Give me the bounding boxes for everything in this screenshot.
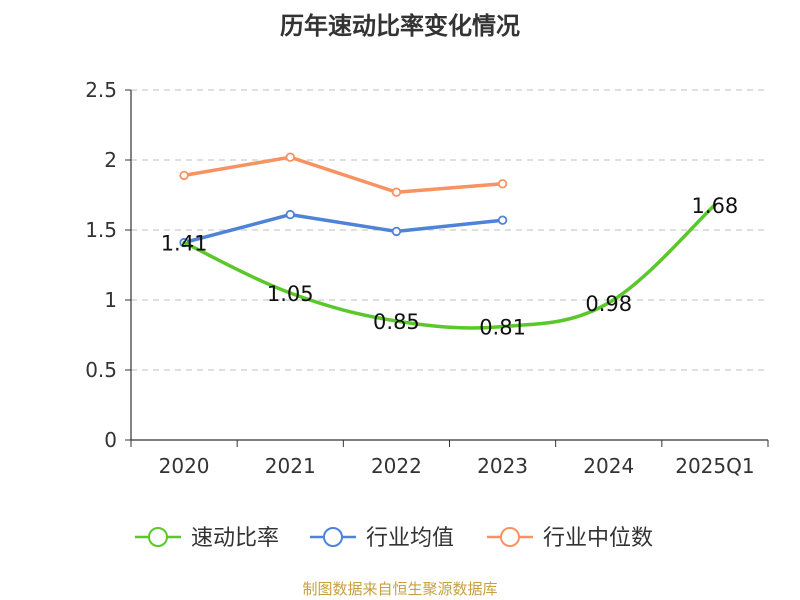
x-tick-label: 2022 [371, 454, 422, 478]
data-label: 1.05 [267, 282, 314, 306]
data-label: 0.81 [479, 316, 526, 340]
data-point [179, 170, 189, 181]
y-tick-label: 2 [104, 148, 117, 172]
series-line-1 [182, 212, 505, 245]
legend-label: 速动比率 [191, 526, 279, 551]
legend-item-0[interactable]: 速动比率 [135, 526, 279, 551]
data-label: 0.98 [585, 292, 632, 316]
series-line-0 [182, 203, 717, 330]
data-label: 1.68 [692, 194, 739, 218]
x-tick-label: 2025Q1 [675, 454, 754, 478]
data-point [391, 187, 402, 197]
legend-marker [148, 527, 168, 547]
y-tick-label: 2.5 [85, 78, 117, 102]
x-tick-label: 2024 [583, 454, 634, 478]
data-point [497, 179, 508, 189]
legend-item-1[interactable]: 行业均值 [310, 526, 454, 551]
y-tick-label: 0 [104, 428, 117, 452]
grid-lines [131, 89, 768, 371]
legend-item-2[interactable]: 行业中位数 [487, 526, 653, 551]
y-tick-label: 1.5 [85, 218, 117, 242]
legend-label: 行业中位数 [543, 526, 653, 551]
data-label: 0.85 [373, 310, 420, 334]
data-labels: 1.41 1.05 0.85 0.81 0.98 1.68 [161, 194, 739, 340]
axes: 0 0.5 1 1.5 2 2.5 2020 2021 2022 2023 2024 2025Q1 [85, 78, 769, 478]
series-lines [179, 152, 717, 330]
data-point [497, 215, 508, 225]
chart-title: 历年速动比率变化情况 [280, 12, 520, 40]
legend[interactable]: 速动比率 行业均值 行业中位数 [135, 526, 653, 551]
x-tick-label: 2023 [477, 454, 528, 478]
data-point [391, 226, 402, 237]
legend-marker [500, 527, 520, 547]
legend-marker [323, 527, 343, 547]
x-tick-label: 2021 [265, 454, 316, 478]
legend-label: 行业均值 [366, 526, 454, 551]
series-line-2 [182, 155, 505, 194]
y-tick-label: 1 [104, 288, 117, 312]
source-note: 制图数据来自恒生聚源数据库 [302, 580, 498, 598]
y-tick-label: 0.5 [85, 358, 117, 382]
data-label: 1.41 [161, 232, 208, 256]
data-point [285, 209, 295, 220]
x-tick-label: 2020 [159, 454, 210, 478]
data-point [285, 152, 295, 162]
